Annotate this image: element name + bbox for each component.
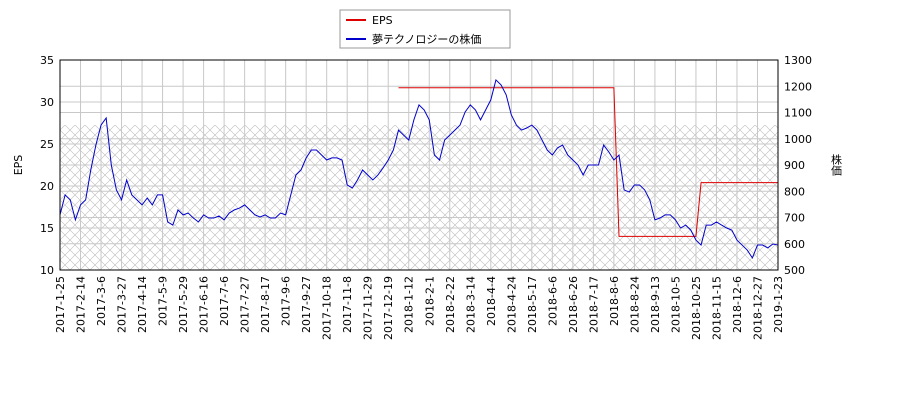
x-tick-label: 2017-2-14 bbox=[75, 276, 88, 333]
y2-tick-label: 1000 bbox=[784, 133, 812, 146]
x-tick-label: 2017-3-27 bbox=[116, 276, 129, 333]
y2-tick-label: 600 bbox=[784, 238, 805, 251]
y2-tick-label: 1200 bbox=[784, 80, 812, 93]
x-tick-label: 2017-11-29 bbox=[362, 276, 375, 340]
x-tick-label: 2017-4-14 bbox=[136, 276, 149, 333]
series-line bbox=[59, 78, 779, 260]
x-tick-label: 2018-3-14 bbox=[464, 276, 477, 333]
hatch-band bbox=[60, 125, 778, 270]
y2-tick-label: 1300 bbox=[784, 54, 812, 67]
x-tick-label: 2018-8-24 bbox=[628, 276, 641, 333]
x-tick-label: 2018-12-6 bbox=[731, 276, 744, 333]
plot-frame bbox=[59, 59, 779, 271]
x-tick-label: 2018-12-27 bbox=[751, 276, 764, 340]
y-tick-label: 15 bbox=[40, 222, 54, 235]
legend-label: 夢テクノロジーの株価 bbox=[372, 32, 481, 46]
x-tick-label: 2018-6-26 bbox=[567, 276, 580, 333]
y-tick-label: 25 bbox=[40, 138, 54, 151]
x-tick-label: 2018-4-4 bbox=[485, 276, 498, 326]
x-tick-label: 2017-8-17 bbox=[259, 276, 272, 333]
x-tick-label: 2018-10-5 bbox=[669, 276, 682, 333]
y2-tick-label: 1100 bbox=[784, 107, 812, 120]
series-line bbox=[398, 87, 778, 237]
x-tick-label: 2017-3-6 bbox=[95, 276, 108, 326]
y2-tick-label: 700 bbox=[784, 212, 805, 225]
x-tick-label: 2018-2-22 bbox=[444, 276, 457, 333]
x-tick-label: 2017-5-9 bbox=[157, 276, 170, 326]
x-tick-label: 2017-1-25 bbox=[54, 276, 67, 333]
x-tick-label: 2018-7-17 bbox=[587, 276, 600, 333]
y-tick-label: 30 bbox=[40, 96, 54, 109]
x-tick-label: 2017-7-27 bbox=[239, 276, 252, 333]
y-tick-label: 20 bbox=[40, 180, 54, 193]
marks bbox=[59, 78, 779, 260]
y-tick-label: 35 bbox=[40, 54, 54, 67]
x-tick-label: 2019-1-23 bbox=[772, 276, 785, 333]
x-tick-label: 2017-11-8 bbox=[341, 276, 354, 333]
x-tick-label: 2017-10-18 bbox=[321, 276, 334, 340]
x-tick-label: 2017-6-16 bbox=[198, 276, 211, 333]
x-tick-label: 2018-9-13 bbox=[649, 276, 662, 333]
x-tick-label: 2018-8-6 bbox=[608, 276, 621, 326]
x-tick-label: 2017-9-27 bbox=[300, 276, 313, 333]
y-tick-label: 10 bbox=[40, 264, 54, 277]
legend-label: EPS bbox=[372, 14, 393, 27]
y2-axis-label: 株価 bbox=[830, 153, 843, 176]
x-tick-label: 2018-10-25 bbox=[690, 276, 703, 340]
x-tick-label: 2017-9-6 bbox=[280, 276, 293, 326]
y-axis-label: EPS bbox=[12, 155, 25, 176]
y2-tick-label: 500 bbox=[784, 264, 805, 277]
x-tick-label: 2018-1-12 bbox=[403, 276, 416, 333]
y2-tick-label: 800 bbox=[784, 185, 805, 198]
legend: EPS 夢テクノロジーの株価 bbox=[339, 9, 511, 49]
y2-tick-label: 900 bbox=[784, 159, 805, 172]
x-tick-label: 2018-2-1 bbox=[423, 276, 436, 326]
legend-box bbox=[339, 9, 511, 49]
x-tick-label: 2018-6-6 bbox=[546, 276, 559, 326]
x-tick-label: 2018-11-15 bbox=[710, 276, 723, 340]
x-tick-label: 2017-7-6 bbox=[218, 276, 231, 326]
x-tick-label: 2018-5-17 bbox=[526, 276, 539, 333]
x-tick-label: 2017-12-19 bbox=[382, 276, 395, 340]
x-tick-label: 2018-4-24 bbox=[505, 276, 518, 333]
x-tick-label: 2017-5-29 bbox=[177, 276, 190, 333]
